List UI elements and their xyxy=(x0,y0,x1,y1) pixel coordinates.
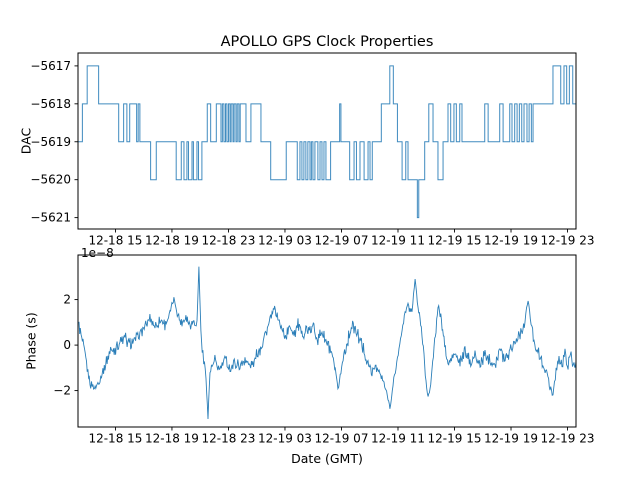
dac-axes: 12-18 15 12-18 19 12-18 23 12-19 03 12-19 07… xyxy=(30,52,594,248)
x-axis-label: Date (GMT) xyxy=(291,451,363,466)
x-tick-label: 12-19 23 xyxy=(541,432,595,446)
x-tick-label: 12-19 19 xyxy=(484,432,538,446)
x-tick-label: 12-19 19 xyxy=(484,234,538,248)
y-tick-label: −5620 xyxy=(30,173,71,187)
y-tick-label: −5618 xyxy=(30,97,71,111)
x-tick-label: 12-18 15 xyxy=(88,234,142,248)
phase-y-axis-label: Phase (s) xyxy=(23,312,39,370)
x-tick-label: 12-19 15 xyxy=(428,234,482,248)
dac-axes-frame xyxy=(77,52,577,230)
y-tick-label: −5621 xyxy=(30,211,71,225)
x-tick-label: 12-19 07 xyxy=(315,234,369,248)
y-tick-label: −2 xyxy=(53,384,71,398)
phase-axes-frame xyxy=(77,254,577,428)
x-tick-label: 12-18 19 xyxy=(145,234,199,248)
chart-title: APOLLO GPS Clock Properties xyxy=(220,34,434,50)
dac-x-tick-labels: 12-18 15 12-18 19 12-18 23 12-19 03 12-19 07… xyxy=(88,229,594,248)
x-tick-label: 12-19 03 xyxy=(258,234,312,248)
y-tick-label: −5617 xyxy=(30,59,71,73)
y-tick-label: −5619 xyxy=(30,135,71,149)
phase-series-line xyxy=(78,266,577,420)
x-tick-label: 12-19 11 xyxy=(371,432,425,446)
phase-y-tick-labels: 2 0 −2 xyxy=(53,293,78,398)
y-tick-label: 0 xyxy=(63,338,71,352)
x-tick-label: 12-19 23 xyxy=(541,234,595,248)
dac-y-tick-labels: −5617 −5618 −5619 −5620 −5621 xyxy=(30,59,78,225)
x-tick-label: 12-18 15 xyxy=(88,432,142,446)
dac-series-line xyxy=(78,65,576,219)
x-tick-label: 12-19 07 xyxy=(315,432,369,446)
x-tick-label: 12-18 23 xyxy=(201,234,255,248)
phase-x-tick-labels: 12-18 15 12-18 19 12-18 23 12-19 03 12-19 07… xyxy=(88,427,594,446)
phase-axes: 12-18 15 12-18 19 12-18 23 12-19 03 12-19 07… xyxy=(53,254,594,446)
x-tick-label: 12-18 19 xyxy=(145,432,199,446)
x-tick-label: 12-19 11 xyxy=(371,234,425,248)
y-tick-label: 2 xyxy=(63,293,71,307)
x-tick-label: 12-19 03 xyxy=(258,432,312,446)
x-tick-label: 12-18 23 xyxy=(201,432,255,446)
x-tick-label: 12-19 15 xyxy=(428,432,482,446)
phase-offset-label: 1e−8 xyxy=(81,246,114,260)
dac-y-axis-label: DAC xyxy=(18,127,34,155)
